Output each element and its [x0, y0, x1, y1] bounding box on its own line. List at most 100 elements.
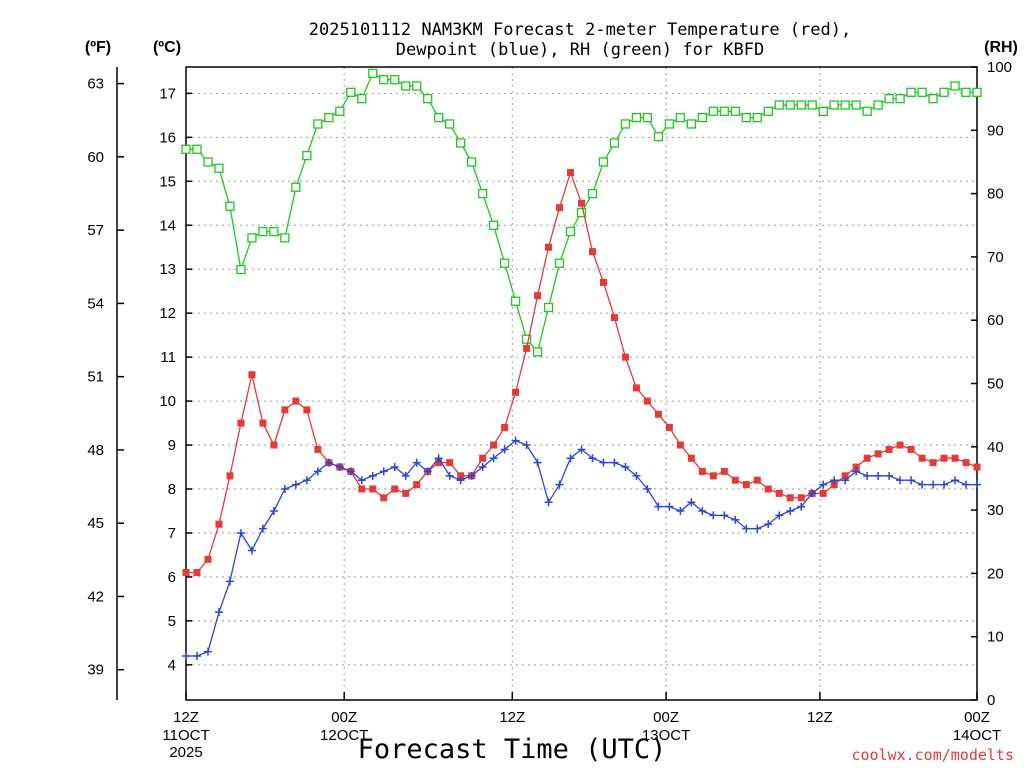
dewpoint-point [423, 467, 432, 476]
celsius-tick-label: 7 [168, 525, 176, 542]
dewpoint-point [863, 471, 872, 480]
rh-point [543, 302, 554, 313]
rh-tick-label: 30 [987, 502, 1004, 519]
dewpoint-series [182, 436, 981, 661]
dewpoint-point [764, 520, 773, 529]
dewpoint-point [291, 480, 300, 489]
dewpoint-point [368, 471, 377, 480]
temperature-point [896, 441, 904, 449]
dewpoint-point [379, 467, 388, 476]
dewpoint-point [236, 528, 245, 537]
time-tick-date: 11OCT [162, 727, 209, 744]
temperature-point [556, 204, 564, 212]
rh-point [664, 119, 675, 129]
temperature-point [303, 406, 311, 414]
dewpoint-point [852, 467, 861, 476]
dewpoint-point [203, 647, 212, 656]
temperature-point [885, 445, 893, 453]
dewpoint-point [687, 498, 696, 507]
temperature-point [457, 472, 465, 480]
dewpoint-point [940, 480, 949, 489]
temperature-point [380, 494, 388, 502]
rh-point [752, 112, 762, 123]
time-tick-date: 13OCT [642, 727, 690, 744]
rh-point [719, 106, 729, 116]
celsius-tick-label: 4 [168, 657, 176, 674]
temperature-point [369, 485, 377, 493]
rh-tick-label: 100 [987, 59, 1012, 76]
rh-point [324, 112, 334, 123]
fahrenheit-tick-label: 48 [87, 442, 104, 459]
rh-tick-label: 60 [987, 312, 1004, 329]
temperature-point [599, 278, 607, 286]
temperature-point [731, 476, 739, 484]
temperature-point [632, 384, 640, 392]
dewpoint-point [346, 467, 355, 476]
temperature-point [797, 494, 805, 502]
rh-tick-label: 70 [987, 249, 1004, 266]
temperature-point [676, 441, 684, 449]
rh-point [884, 94, 894, 104]
rh-point [302, 150, 312, 161]
rh-point [554, 258, 565, 268]
rh-point [499, 258, 510, 268]
dewpoint-point [588, 454, 597, 463]
dewpoint-point [434, 454, 443, 463]
temperature-point [204, 555, 212, 563]
dewpoint-point [610, 458, 619, 467]
temperature-point [775, 489, 783, 497]
rh-point [972, 87, 982, 97]
dewpoint-point [390, 463, 399, 472]
rh-point [445, 119, 455, 129]
rh-point [258, 226, 268, 237]
temperature-point [435, 459, 443, 467]
dewpoint-point [500, 445, 509, 454]
rh-point [313, 119, 323, 129]
temperature-point [490, 441, 498, 449]
dewpoint-point [786, 506, 795, 515]
source-credit: coolwx.com/modelts [851, 746, 1014, 764]
dewpoint-point [698, 506, 707, 515]
rh-point [379, 75, 389, 85]
fahrenheit-tick-label: 63 [87, 76, 104, 93]
temperature-point [643, 397, 651, 405]
dewpoint-point [302, 476, 311, 485]
celsius-tick-label: 12 [159, 305, 176, 322]
celsius-unit-label: (ºC) [153, 39, 181, 56]
temperature-point [654, 410, 662, 418]
rh-point [917, 87, 927, 97]
fahrenheit-axis: 39 42 45 48 51 54 57 60 63 [87, 76, 124, 679]
celsius-tick-label: 10 [159, 393, 176, 410]
dewpoint-point [808, 489, 817, 498]
temperature-point [929, 459, 937, 467]
dewpoint-point [533, 458, 542, 467]
dewpoint-point [874, 471, 883, 480]
dewpoint-point [643, 485, 652, 493]
dewpoint-point [269, 506, 278, 515]
rh-point [598, 157, 609, 167]
rh-point [829, 100, 839, 110]
rh-point [532, 347, 543, 357]
dewpoint-point [412, 458, 421, 467]
rh-point [686, 119, 697, 129]
rh-point [280, 233, 290, 243]
dewpoint-point [555, 480, 564, 489]
dewpoint-point [467, 471, 476, 480]
temperature-point [753, 476, 761, 484]
celsius-tick-label: 13 [159, 261, 176, 278]
temperature-point [391, 485, 399, 493]
rh-point [412, 81, 422, 91]
rh-point [906, 87, 916, 97]
dewpoint-point [797, 502, 806, 511]
dewpoint-point [247, 546, 256, 555]
temperature-point [259, 419, 267, 427]
temperature-point [358, 485, 366, 493]
temperature-series [182, 169, 981, 577]
dewpoint-point [445, 471, 454, 480]
dewpoint-point [929, 480, 938, 489]
rh-point [807, 100, 817, 110]
rh-unit-label: (RH) [984, 39, 1018, 56]
fahrenheit-tick-label: 54 [87, 295, 104, 312]
temperature-point [720, 467, 728, 475]
